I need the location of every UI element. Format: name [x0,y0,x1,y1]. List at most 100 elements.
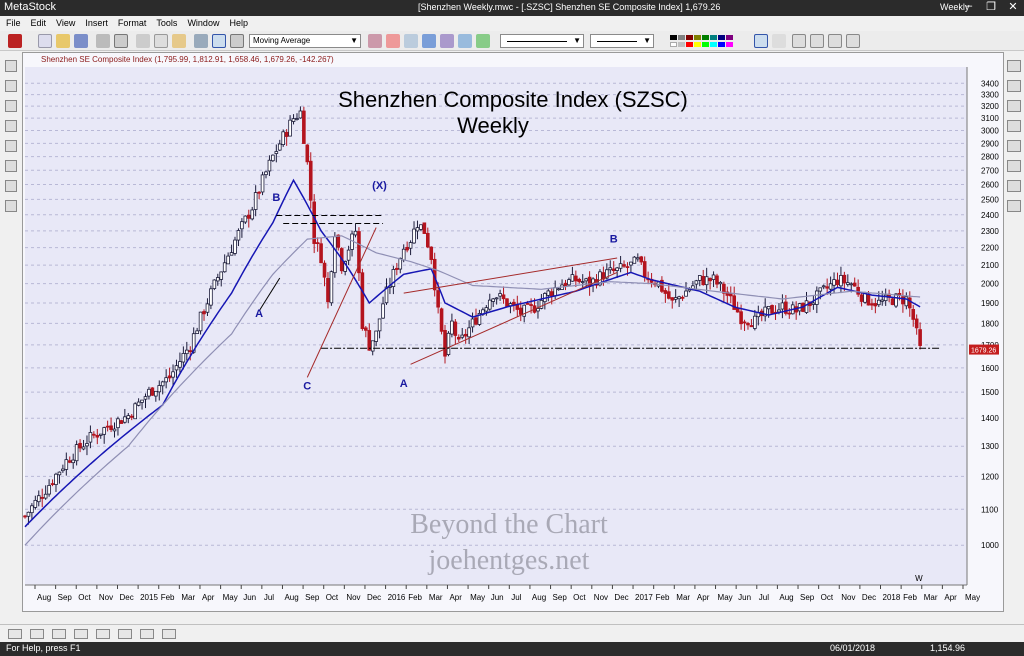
candle-up [753,315,757,329]
x-tick-label: Dec [614,593,628,602]
help-text: For Help, press F1 [6,643,81,653]
candle-up [832,279,836,286]
trend-tool-icon[interactable] [5,80,17,92]
menu-view[interactable]: View [56,18,76,28]
indicator-select[interactable]: Moving Average ▼ [249,34,361,48]
x-tick-label: Oct [326,593,339,602]
wave-label: C [303,381,311,393]
new-chart-icon[interactable] [38,34,52,48]
menu-help[interactable]: Help [229,18,248,28]
price-chart[interactable]: 1000110012001300140015001600170018001900… [23,53,1003,611]
candle-up [598,271,602,286]
chart-tab-7[interactable] [140,629,154,639]
candle-up [491,298,496,302]
check-icon[interactable] [476,34,490,48]
candle-up [546,290,551,296]
trendline-tool-icon[interactable] [792,34,806,48]
candle-up [43,493,48,499]
fan-tool-icon[interactable] [5,120,17,132]
candle-down [364,327,368,331]
paste-icon[interactable] [172,34,186,48]
y-tick-label: 2500 [981,195,999,204]
menu-insert[interactable]: Insert [85,18,108,28]
system-tester-icon[interactable] [458,34,472,48]
candle-up [267,159,272,172]
print-icon[interactable] [96,34,110,48]
candle-down [918,329,922,346]
candle-up [370,340,375,352]
menu-window[interactable]: Window [187,18,220,28]
ellipse-tool-icon[interactable] [1007,100,1021,112]
color-palette[interactable] [670,35,733,47]
menu-format[interactable]: Format [117,18,147,28]
indicator-builder-icon[interactable] [368,34,382,48]
fibonacci-icon[interactable] [846,34,860,48]
cut-icon[interactable] [136,34,150,48]
x-tick-label: Oct [573,593,586,602]
chart-tab-3[interactable] [52,629,66,639]
grid-tool-icon[interactable] [5,160,17,172]
chart-tab-6[interactable] [118,629,132,639]
minimize-button[interactable]: – [965,0,973,12]
candle-down [439,308,444,332]
candle-down [505,298,509,307]
text-tool-icon[interactable] [1007,60,1021,72]
chart-tab-5[interactable] [96,629,110,639]
open-folder-icon[interactable] [56,34,70,48]
candle-up [391,269,396,287]
toolbar: Moving Average ▼ ▼ ▼ [0,31,1024,51]
symbol-tool-icon[interactable] [1007,160,1021,172]
explorer-icon[interactable] [404,34,418,48]
buy-tool-icon[interactable] [1007,180,1021,192]
power-console-icon[interactable] [8,34,22,48]
rectangle-tool-icon[interactable] [1007,80,1021,92]
crosshair-tool-icon[interactable] [772,34,786,48]
cycle-tool-icon[interactable] [5,140,17,152]
undo-icon[interactable] [194,34,208,48]
function-icon[interactable] [386,34,400,48]
save-icon[interactable] [74,34,88,48]
print-preview-icon[interactable] [114,34,128,48]
maximize-button[interactable]: ❐ [986,1,996,13]
candle-up [205,303,210,313]
expert-icon[interactable] [440,34,454,48]
select-pointer-icon[interactable] [754,34,768,48]
horizontal-line-icon[interactable] [828,34,842,48]
menu-file[interactable]: File [6,18,21,28]
vertical-line-icon[interactable] [810,34,824,48]
menu-tools[interactable]: Tools [156,18,178,28]
candle-up [123,416,127,423]
arc-tool-icon[interactable] [5,180,17,192]
y-tick-label: 1000 [981,541,999,550]
chart-tab-1[interactable] [8,629,22,639]
x-tick-label: Apr [449,593,462,602]
chart-tab-2[interactable] [30,629,44,639]
chart-tab-8[interactable] [162,629,176,639]
candle-down [436,290,440,308]
menu-edit[interactable]: Edit [30,18,47,28]
copy-icon[interactable] [154,34,168,48]
ellipse-tool-icon[interactable] [5,200,17,212]
line-style-select[interactable]: ▼ [500,34,584,48]
candle-down [319,243,323,264]
chart-tab-4[interactable] [74,629,88,639]
candle-up [157,385,162,393]
channel-tool-icon[interactable] [5,100,17,112]
y-tick-label: 1900 [981,299,999,308]
arrow-up-tool-icon[interactable] [1007,120,1021,132]
close-button[interactable]: ✕ [1008,1,1018,13]
arrow-down-tool-icon[interactable] [1007,140,1021,152]
watermark-line-2: joehentges.net [428,545,590,576]
candle-up [140,399,144,403]
crosshair-icon[interactable] [212,34,226,48]
line-width-select[interactable]: ▼ [590,34,654,48]
arrows-icon[interactable] [422,34,436,48]
chart-window[interactable]: 1000110012001300140015001600170018001900… [22,52,1004,612]
sell-tool-icon[interactable] [1007,200,1021,212]
chart-subtitle: Weekly [457,113,529,138]
candle-up [584,278,588,282]
zoom-icon[interactable] [230,34,244,48]
candle-down [360,272,365,329]
candle-down [109,425,113,430]
cursor-tool-icon[interactable] [5,60,17,72]
